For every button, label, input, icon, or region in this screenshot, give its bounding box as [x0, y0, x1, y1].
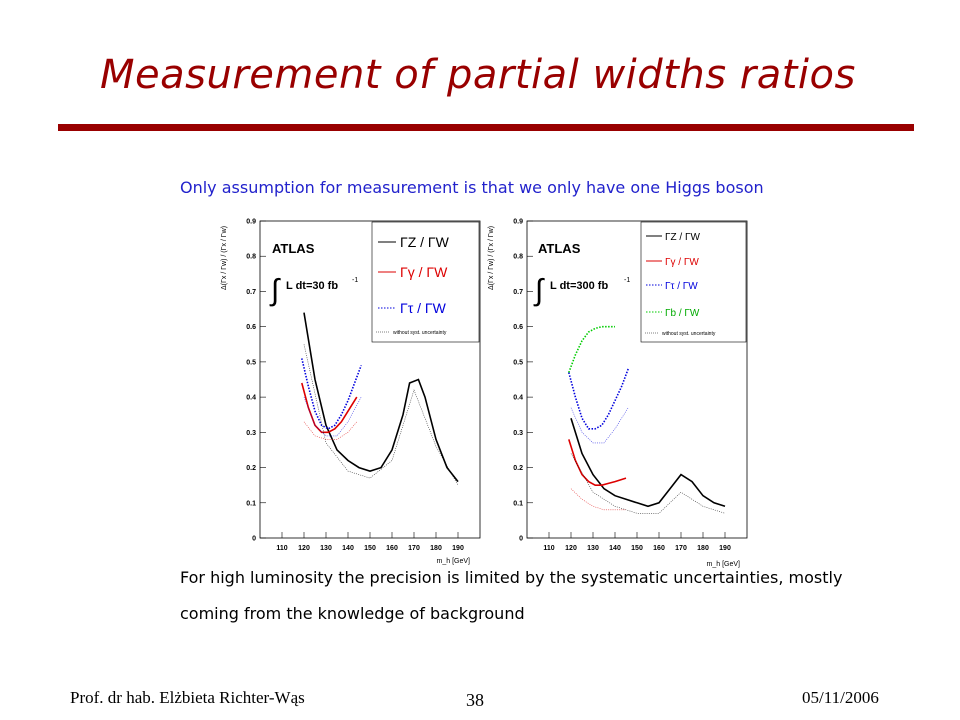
left-xlabel: m_h [GeV] — [437, 558, 471, 565]
page-number: 38 — [466, 690, 484, 710]
right-legend-note: without syst. uncertainty — [662, 331, 716, 337]
right-y-tick-label: 0.9 — [513, 219, 523, 226]
right-y-tick-label: 0.7 — [513, 289, 523, 296]
left-y-tick-label: 0.1 — [246, 500, 256, 507]
left-series-line-3 — [303, 344, 459, 486]
body-text-line-2: coming from the knowledge of background — [180, 604, 525, 623]
left-y-tick-label: 0.2 — [246, 465, 256, 472]
right-x-tick-label: 140 — [609, 545, 621, 552]
right-experiment-label: ATLAS — [538, 241, 581, 256]
left-curves — [301, 312, 459, 486]
body-text-line-1: For high luminosity the precision is lim… — [180, 568, 843, 587]
right-y-tick-label: 0 — [519, 536, 523, 543]
right-legend-label-gamma: Γγ / ΓW — [665, 257, 699, 268]
footer-date: 05/11/2006 — [802, 688, 879, 707]
right-series-line-6 — [570, 407, 629, 444]
left-series-line-0 — [303, 312, 459, 483]
right-ticks: 110 120 130 140 150 160 170 180 190 0 0.1 0.2 0.3 0.4… — [513, 219, 731, 553]
left-panel: 110 120 130 140 150 160 170 180 190 0 0.1 0.2 0.3 0.4… — [221, 219, 481, 565]
footer-author: Prof. dr hab. Elżbieta Richter-Wąs — [70, 688, 305, 707]
right-series-line-3 — [568, 325, 615, 373]
right-y-tick-label: 0.1 — [513, 500, 523, 507]
left-experiment-label: ATLAS — [272, 241, 315, 256]
right-legend-box — [640, 221, 747, 343]
left-ylabel: Δ(Γx / Γw) / (Γx / Γw) — [221, 226, 228, 290]
left-legend: ΓZ / ΓW Γγ / ΓW Γτ / ΓW without syst. un… — [371, 221, 480, 343]
title-underline — [58, 124, 914, 131]
left-luminosity-label: L dt=30 fb — [286, 280, 338, 292]
right-y-tick-label: 0.8 — [513, 254, 523, 261]
right-x-tick-label: 120 — [565, 545, 577, 552]
left-legend-label-tau: Γτ / ΓW — [400, 300, 447, 316]
right-y-tick-label: 0.5 — [513, 359, 523, 366]
right-legend: ΓZ / ΓW Γγ / ΓW Γτ / ΓW Γb / ΓW without … — [640, 221, 747, 343]
right-x-tick-label: 170 — [675, 545, 687, 552]
left-y-tick-label: 0 — [252, 536, 256, 543]
left-x-tick-label: 130 — [320, 545, 332, 552]
right-x-tick-label: 110 — [543, 545, 554, 552]
left-x-tick-label: 110 — [276, 545, 287, 552]
left-y-tick-label: 0.5 — [246, 359, 256, 366]
left-y-tick-label: 0.9 — [246, 219, 256, 226]
left-y-tick-label: 0.6 — [246, 324, 256, 331]
right-series-line-0 — [570, 417, 726, 508]
right-x-tick-label: 150 — [631, 545, 643, 552]
right-x-tick-label: 160 — [653, 545, 665, 552]
right-x-tick-label: 130 — [587, 545, 599, 552]
left-x-tick-label: 170 — [408, 545, 420, 552]
left-x-tick-label: 140 — [342, 545, 354, 552]
left-x-tick-label: 190 — [452, 545, 464, 552]
left-luminosity-exp: -1 — [352, 277, 358, 284]
right-curves — [568, 325, 726, 514]
right-y-tick-label: 0.6 — [513, 324, 523, 331]
right-x-tick-label: 190 — [719, 545, 731, 552]
right-series-line-4 — [570, 453, 726, 514]
right-series-line-5 — [570, 488, 626, 511]
right-y-tick-label: 0.3 — [513, 430, 523, 437]
left-x-tick-label: 180 — [430, 545, 442, 552]
right-series-line-1 — [568, 439, 627, 486]
left-ticks: 110 120 130 140 150 160 170 180 190 0 0.1 0.2 0.3 0.4… — [246, 219, 464, 553]
left-x-tick-label: 160 — [386, 545, 398, 552]
left-legend-label-z: ΓZ / ΓW — [400, 234, 450, 250]
left-series-line-5 — [303, 396, 362, 437]
right-y-tick-label: 0.4 — [513, 395, 523, 402]
right-legend-label-z: ΓZ / ΓW — [665, 232, 700, 243]
left-integral-sign: ∫ — [269, 274, 281, 307]
left-legend-note: without syst. uncertainty — [393, 330, 447, 336]
left-y-tick-label: 0.4 — [246, 395, 256, 402]
right-y-tick-label: 0.2 — [513, 465, 523, 472]
right-series-line-2 — [568, 368, 629, 430]
right-ylabel: Δ(Γx / Γw) / (Γx / Γw) — [488, 226, 495, 290]
left-y-tick-label: 0.8 — [246, 254, 256, 261]
slide-subtitle: Only assumption for measurement is that … — [180, 178, 764, 197]
right-x-tick-label: 180 — [697, 545, 709, 552]
right-panel: 110 120 130 140 150 160 170 180 190 0 0.1 0.2 0.3 0.4… — [488, 219, 748, 568]
left-series-line-4 — [303, 421, 358, 440]
left-x-tick-label: 150 — [364, 545, 376, 552]
right-integral-sign: ∫ — [533, 274, 545, 307]
right-legend-label-tau: Γτ / ΓW — [665, 281, 698, 292]
left-x-tick-label: 120 — [298, 545, 310, 552]
left-legend-label-gamma: Γγ / ΓW — [400, 264, 448, 280]
left-series-line-2 — [301, 358, 362, 430]
right-legend-label-b: Γb / ΓW — [665, 308, 700, 319]
right-xlabel: m_h [GeV] — [707, 561, 741, 568]
left-y-tick-label: 0.3 — [246, 430, 256, 437]
right-luminosity-label: L dt=300 fb — [550, 280, 608, 292]
slide-title: Measurement of partial widths ratios — [100, 52, 856, 98]
right-luminosity-exp: -1 — [624, 277, 630, 284]
left-y-tick-label: 0.7 — [246, 289, 256, 296]
